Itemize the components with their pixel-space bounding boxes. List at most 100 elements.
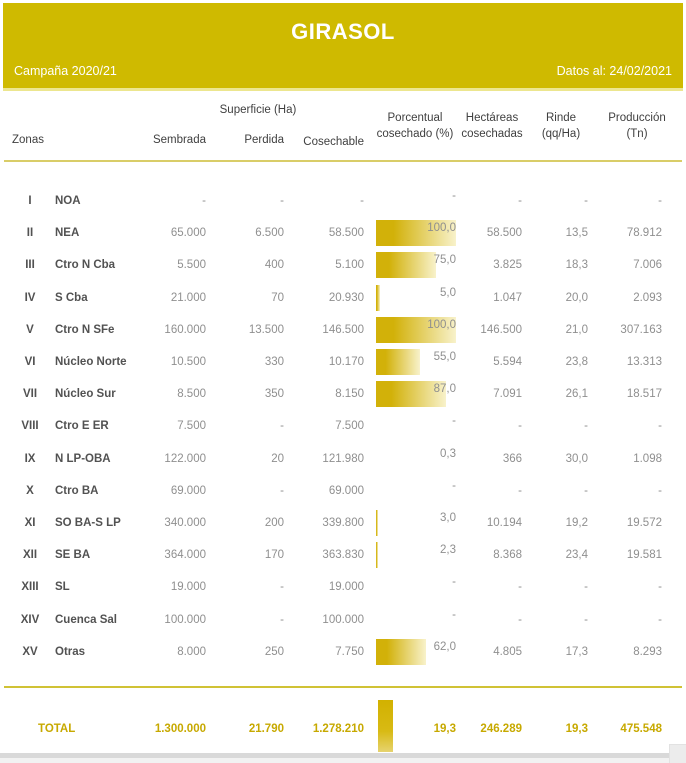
hectareas-value: 4.805: [493, 645, 522, 658]
total-label: TOTAL: [38, 723, 76, 735]
zone-number: III: [25, 259, 35, 272]
pct-label: 62,0: [433, 640, 456, 653]
report-header: GIRASOL Campaña 2020/21 Datos al: 24/02/…: [3, 3, 683, 88]
perdida-value: 13.500: [248, 323, 284, 336]
campaign-label: Campaña 2020/21: [14, 64, 117, 78]
cosechable-value: 363.830: [322, 549, 364, 562]
cosechable-value: 7.500: [335, 420, 364, 433]
rinde-value: 21,0: [565, 323, 588, 336]
zone-name: Ctro E ER: [55, 420, 109, 433]
column-header-porcentual-cosechado: Porcentual cosechado (%): [376, 112, 454, 140]
perdida-value: 400: [264, 259, 284, 272]
cosechable-value: 100.000: [322, 613, 364, 626]
table-row: VI Núcleo Norte 10.500 330 10.170 55,0 5…: [0, 346, 686, 378]
perdida-value: 200: [264, 517, 284, 529]
produccion-value: 1.098: [633, 452, 662, 465]
zone-number: IV: [24, 291, 36, 304]
produccion-value: 13.313: [626, 356, 662, 368]
pct-bar: [376, 284, 380, 311]
zone-number: VIII: [21, 420, 39, 433]
cosechable-value: 8.150: [335, 388, 364, 401]
zone-name: Ctro N SFe: [55, 323, 115, 336]
hectareas-value: -: [518, 581, 522, 594]
rinde-value: 20,0: [565, 291, 588, 304]
zone-number: XIII: [21, 581, 39, 594]
zone-name: SO BA-S LP: [55, 517, 121, 529]
perdida-value: 6.500: [255, 227, 284, 240]
sembrada-value: 100.000: [164, 613, 206, 626]
footer-strip: [0, 753, 686, 758]
header-rule: [4, 160, 682, 162]
perdida-value: -: [280, 420, 284, 433]
sembrada-value: 69.000: [170, 484, 206, 497]
data-date-label: Datos al: 24/02/2021: [556, 64, 672, 78]
zone-name: Núcleo Norte: [55, 356, 127, 368]
table-row: VII Núcleo Sur 8.500 350 8.150 87,0 7.09…: [0, 378, 686, 410]
hectareas-value: 366: [502, 452, 522, 465]
table-row: IV S Cba 21.000 70 20.930 5,0 1.047 20,0…: [0, 282, 686, 314]
zone-name: NOA: [55, 195, 81, 207]
cosechable-value: 58.500: [328, 227, 364, 240]
pct-label: -: [452, 479, 456, 492]
rinde-value: -: [584, 581, 588, 594]
sembrada-value: 65.000: [170, 227, 206, 240]
zone-number: VII: [22, 388, 38, 401]
hectareas-value: -: [518, 195, 522, 207]
sembrada-value: 7.500: [177, 420, 206, 433]
produccion-value: -: [658, 195, 662, 207]
zone-name: Ctro BA: [55, 484, 99, 497]
hectareas-value: 58.500: [486, 227, 522, 240]
zone-number: XIV: [20, 613, 40, 626]
sembrada-value: 160.000: [164, 323, 206, 336]
zone-name: SE BA: [55, 549, 91, 562]
produccion-value: 78.912: [626, 227, 662, 240]
produccion-value: -: [658, 484, 662, 497]
hectareas-value: 3.825: [493, 259, 522, 272]
rinde-value: 23,4: [565, 549, 588, 562]
rinde-value: -: [584, 420, 588, 433]
cosechable-value: 339.800: [322, 517, 364, 529]
table-row: XII SE BA 364.000 170 363.830 2,3 8.368 …: [0, 539, 686, 571]
cosechable-value: 20.930: [328, 291, 364, 304]
table-row: XIV Cuenca Sal 100.000 - 100.000 - - - -: [0, 604, 686, 636]
table-row: VIII Ctro E ER 7.500 - 7.500 - - - -: [0, 410, 686, 442]
perdida-value: 330: [264, 356, 284, 368]
zone-name: N LP-OBA: [55, 452, 111, 465]
produccion-value: -: [658, 613, 662, 626]
total-pct-label: 19,3: [433, 723, 456, 735]
pct-bar: [376, 638, 426, 665]
zone-number: V: [26, 323, 34, 336]
cosechable-value: 7.750: [335, 645, 364, 658]
hectareas-value: 7.091: [493, 388, 522, 401]
hectareas-value: 8.368: [493, 549, 522, 562]
pct-label: -: [452, 608, 456, 621]
cosechable-value: 121.980: [322, 452, 364, 465]
rinde-value: 18,3: [565, 259, 588, 272]
table-row: V Ctro N SFe 160.000 13.500 146.500 100,…: [0, 314, 686, 346]
pct-label: 2,3: [440, 544, 456, 557]
total-produccion-value: 475.548: [620, 723, 662, 735]
pct-bar: [376, 252, 436, 279]
rinde-value: -: [584, 613, 588, 626]
perdida-value: 70: [271, 291, 284, 304]
pct-label: 0,3: [440, 447, 456, 460]
produccion-value: -: [658, 420, 662, 433]
sembrada-value: 8.000: [177, 645, 206, 658]
sembrada-value: 19.000: [170, 581, 206, 594]
produccion-value: 2.093: [633, 291, 662, 304]
pct-label: 75,0: [433, 254, 456, 267]
sembrada-value: 21.000: [170, 291, 206, 304]
column-header-perdida: Perdida: [244, 134, 284, 146]
pct-label: -: [452, 190, 456, 202]
table-row: III Ctro N Cba 5.500 400 5.100 75,0 3.82…: [0, 249, 686, 281]
table-row: I NOA - - - - - - -: [0, 185, 686, 217]
rinde-value: -: [584, 195, 588, 207]
zone-number: X: [26, 484, 34, 497]
hectareas-value: -: [518, 420, 522, 433]
hectareas-value: 10.194: [486, 517, 522, 529]
column-header-produccion: Producción (Tn): [608, 112, 666, 140]
rinde-value: 17,3: [565, 645, 588, 658]
produccion-value: 19.581: [626, 549, 662, 562]
zone-name: S Cba: [55, 291, 88, 304]
total-hectareas-value: 246.289: [480, 723, 522, 735]
